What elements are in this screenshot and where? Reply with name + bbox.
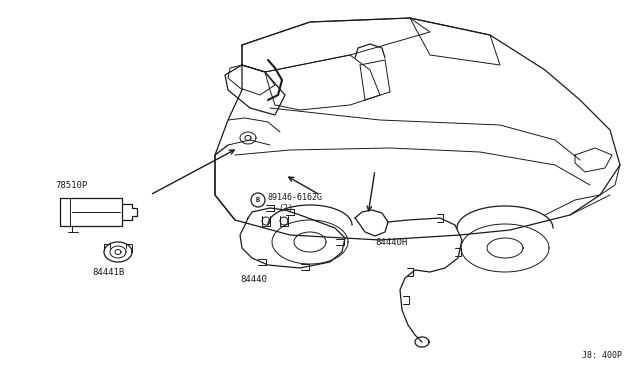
Text: (2): (2) — [278, 203, 293, 212]
Text: 84441B: 84441B — [92, 268, 124, 277]
Text: 84440: 84440 — [240, 275, 267, 284]
Text: 89146-6162G: 89146-6162G — [268, 193, 323, 202]
Text: J8: 400P: J8: 400P — [582, 351, 622, 360]
Text: 84440H: 84440H — [375, 238, 407, 247]
Text: 78510P: 78510P — [55, 181, 87, 190]
Text: B: B — [256, 197, 260, 203]
